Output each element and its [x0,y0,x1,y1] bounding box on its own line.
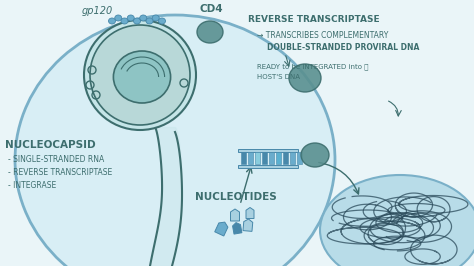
Bar [262,152,267,164]
Ellipse shape [301,143,329,167]
Ellipse shape [127,15,134,21]
Ellipse shape [115,15,122,21]
Ellipse shape [140,15,147,21]
Text: - SINGLE-STRANDED RNA: - SINGLE-STRANDED RNA [8,155,104,164]
Ellipse shape [289,64,321,92]
Ellipse shape [152,15,159,21]
Polygon shape [215,222,228,236]
Ellipse shape [84,20,196,130]
Text: CD4: CD4 [200,4,224,14]
Ellipse shape [113,51,171,103]
Polygon shape [243,219,253,231]
Bar [238,149,298,152]
Ellipse shape [15,15,335,266]
Bar [276,152,281,164]
Ellipse shape [90,25,190,125]
Polygon shape [230,209,239,221]
Bar [241,152,246,164]
Bar [283,152,288,164]
Text: gp120: gp120 [82,6,113,16]
Text: - REVERSE TRANSCRIPTASE: - REVERSE TRANSCRIPTASE [8,168,112,177]
Text: READY to be INTEGRATED into ⤵: READY to be INTEGRATED into ⤵ [257,63,368,70]
Bar [238,165,298,168]
Polygon shape [233,223,242,234]
Ellipse shape [109,18,116,24]
Bar [290,152,295,164]
Text: - INTEGRASE: - INTEGRASE [8,181,56,190]
Ellipse shape [134,18,140,24]
Text: → TRANSCRIBES COMPLEMENTARY: → TRANSCRIBES COMPLEMENTARY [257,31,388,40]
Bar [248,152,253,164]
Text: REVERSE TRANSCRIPTASE: REVERSE TRANSCRIPTASE [248,15,380,24]
Ellipse shape [320,175,474,266]
Bar [269,152,274,164]
Text: NUCLEOTIDES: NUCLEOTIDES [195,192,277,202]
Text: DOUBLE-STRANDED PROVIRAL DNA: DOUBLE-STRANDED PROVIRAL DNA [267,43,419,52]
Ellipse shape [197,21,223,43]
Bar [297,152,302,164]
Ellipse shape [121,18,128,24]
Text: HOST'S DNA: HOST'S DNA [257,74,300,80]
Ellipse shape [158,18,165,24]
Bar [255,152,260,164]
Polygon shape [246,207,254,218]
Ellipse shape [146,18,153,24]
Text: NUCLEOCAPSID: NUCLEOCAPSID [5,140,96,150]
